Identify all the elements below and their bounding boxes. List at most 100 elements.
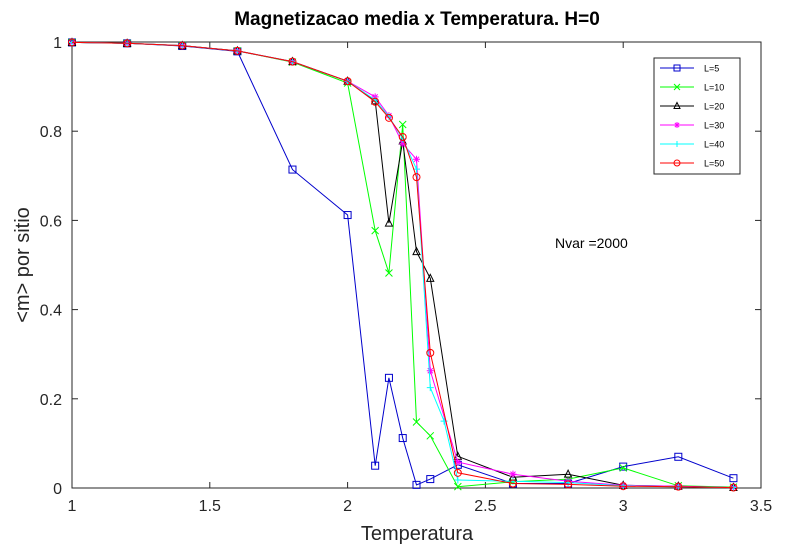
data-point: [385, 269, 393, 277]
marker-shape: [398, 120, 407, 129]
marker-shape: [674, 482, 683, 491]
data-point: [343, 77, 352, 86]
data-point: [729, 483, 738, 492]
legend-marker: [673, 83, 681, 91]
marker-shape: [508, 479, 517, 488]
data-point: [509, 470, 517, 478]
data-point: [674, 482, 683, 491]
marker-shape: [399, 140, 407, 148]
legend-item: L=30: [660, 121, 724, 131]
marker-shape: [412, 173, 421, 182]
marker-shape: [288, 57, 297, 66]
data-point: [371, 226, 380, 235]
legend-marker: [673, 159, 681, 167]
data-point: [398, 120, 407, 129]
data-point: [412, 173, 421, 182]
marker-shape: [619, 464, 628, 472]
data-point: [288, 165, 297, 174]
data-point: [453, 468, 462, 477]
marker-shape: [233, 46, 242, 55]
data-point: [233, 46, 242, 55]
x-tick-label: 2.5: [474, 498, 496, 515]
marker-shape: [371, 226, 380, 235]
data-point: [384, 113, 393, 122]
data-point: [619, 482, 628, 491]
y-tick-label: 0.2: [40, 392, 62, 409]
x-tick-label: 1: [68, 498, 77, 515]
y-tick-label: 0: [53, 481, 62, 498]
data-point: [384, 217, 394, 227]
data-point: [288, 57, 297, 66]
marker-shape: [384, 113, 393, 122]
marker-shape: [619, 482, 628, 491]
legend-label: L=30: [704, 121, 724, 131]
data-point: [412, 418, 421, 426]
data-point: [674, 452, 683, 461]
data-point: [563, 469, 573, 478]
data-point: [343, 211, 352, 220]
marker-shape: [68, 38, 76, 47]
marker-shape: [426, 431, 435, 440]
marker-shape: [343, 211, 352, 220]
y-axis-title: <m> por sitio: [12, 207, 34, 323]
series-line: [71, 41, 734, 489]
marker-shape: [426, 475, 435, 484]
x-tick-label: 1.5: [199, 498, 221, 515]
data-point: [371, 97, 380, 106]
marker-shape: [425, 273, 435, 282]
marker-shape: [426, 367, 434, 375]
y-tick-label: 1: [53, 35, 62, 52]
data-point: [425, 273, 435, 282]
marker-shape: [453, 468, 462, 477]
legend-label: L=20: [704, 102, 724, 112]
marker-shape: [673, 64, 681, 72]
marker-shape: [564, 480, 573, 489]
data-point: [178, 41, 187, 50]
marker-shape: [563, 469, 573, 478]
marker-shape: [371, 97, 380, 106]
data-point: [426, 431, 435, 440]
legend-label: L=10: [704, 83, 724, 93]
legend: L=5 L=10 L=20 L=30 L=40 L=50: [653, 57, 741, 175]
x-axis-title: Temperatura: [361, 523, 474, 545]
data-point: [619, 464, 628, 472]
data-point: [729, 474, 738, 483]
data-point: [68, 38, 76, 47]
marker-shape: [674, 141, 680, 147]
legend-item: L=40: [660, 140, 724, 150]
marker-shape: [673, 159, 681, 167]
marker-shape: [412, 418, 421, 426]
marker-shape: [453, 482, 462, 491]
marker-shape: [674, 122, 680, 128]
legend-label: L=5: [704, 64, 719, 74]
data-point: [371, 461, 380, 470]
series-L=50: [68, 38, 738, 492]
marker-shape: [674, 452, 683, 461]
data-point: [453, 482, 462, 491]
marker-shape: [398, 132, 407, 141]
legend-item: L=5: [660, 64, 719, 74]
marker-shape: [384, 373, 393, 382]
series-layer: [67, 37, 738, 492]
data-point: [426, 384, 434, 392]
data-point: [398, 132, 407, 141]
marker-shape: [385, 269, 393, 277]
legend-marker: [674, 141, 680, 147]
data-point: [398, 434, 407, 443]
data-point: [454, 458, 462, 466]
data-point: [399, 140, 407, 148]
data-point: [508, 479, 517, 488]
marker-shape: [673, 101, 681, 109]
legend-marker: [673, 64, 681, 72]
data-point: [426, 475, 435, 484]
legend-label: L=50: [704, 159, 724, 169]
marker-shape: [178, 41, 187, 50]
data-point: [564, 479, 572, 487]
marker-shape: [564, 479, 572, 487]
legend-box: [653, 57, 741, 175]
marker-shape: [729, 474, 738, 483]
x-tick-label: 3.5: [750, 498, 772, 515]
marker-shape: [509, 470, 517, 478]
data-point: [412, 246, 421, 256]
data-point: [413, 155, 420, 163]
